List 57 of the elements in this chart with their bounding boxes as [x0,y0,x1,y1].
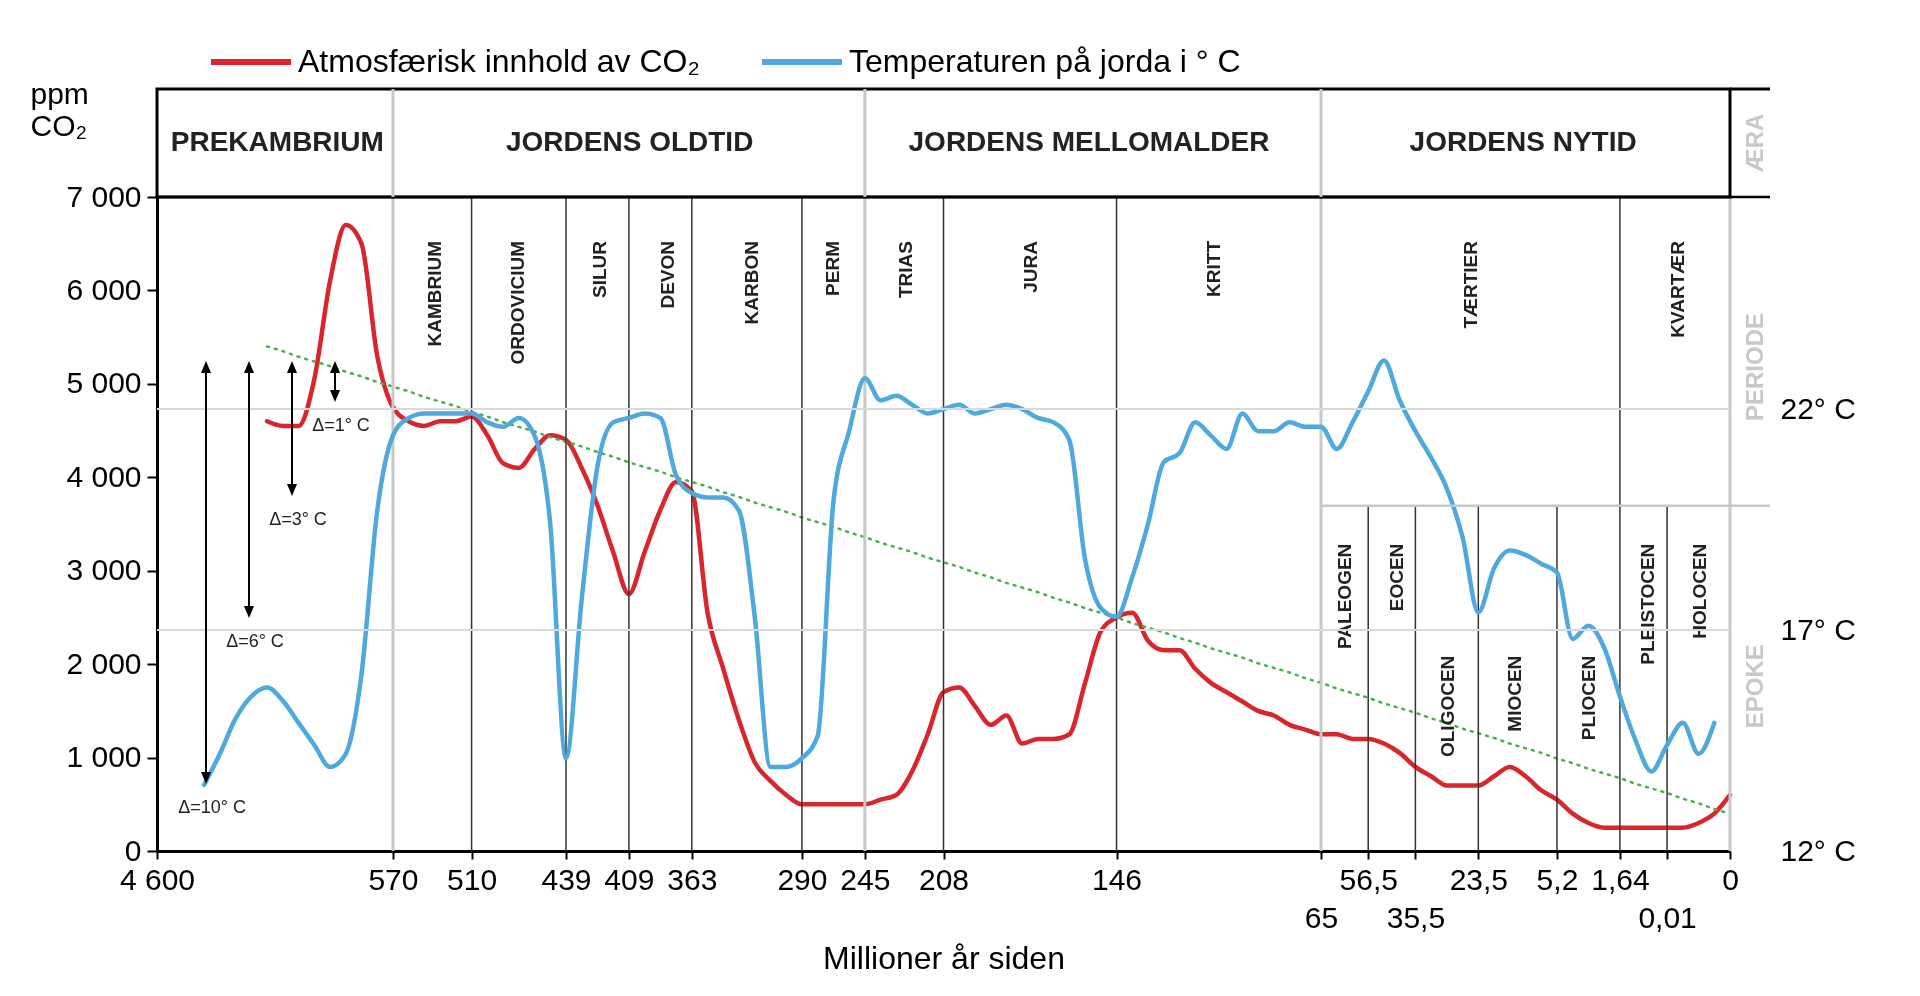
x-tick-label: 510 [447,862,498,896]
x-axis-title: Millioner år siden [823,939,1065,976]
x-tick-label: 65 [1304,900,1339,934]
annotation: KVARTÆR [1667,240,1689,338]
annotation: KAMBRIUM [424,241,446,347]
annotation: PLIOCEN [1578,655,1600,741]
annotation: PERM [821,241,843,296]
annotation: Δ=3° C [269,509,327,529]
x-tick-label: 35,5 [1386,900,1446,934]
x-tick-label: 570 [368,862,419,896]
annotation: HOLOCEN [1689,543,1711,639]
y-tick-label: 5 000 [66,366,142,400]
text: JORDENS MELLOMALDER [908,126,1270,157]
y2-tick-label: 17° C [1780,612,1856,646]
legend-label: Atmosfærisk innhold av CO₂ [298,43,700,79]
legend-label: Temperaturen på jorda i ° C [849,43,1241,79]
x-tick-label: 1,64 [1591,862,1650,896]
annotation: Δ=1° C [312,415,370,435]
annotation: PLEISTOCEN [1637,543,1659,665]
annotation: Δ=10° C [178,797,246,817]
annotation: SILUR [588,240,610,298]
y-tick-label: 7 000 [66,179,142,213]
x-tick-label: 5,2 [1536,862,1579,896]
annotation: Δ=6° C [226,631,284,651]
annotation: ORDOVICIUM [507,241,528,365]
x-tick-label: 245 [840,862,891,896]
x-tick-label: 409 [604,862,655,896]
annotation: TRIAS [894,241,916,298]
x-tick-label: 23,5 [1449,862,1509,896]
x-tick-label: 363 [667,862,718,896]
x-tick-label: 0,01 [1638,900,1697,934]
annotation: OLIGOCEN [1437,655,1459,758]
y-tick-label: 3 000 [66,553,142,587]
y-axis-title: ppm CO₂ [30,76,89,142]
x-tick-label: 208 [918,862,970,896]
annotation: TÆRTIER [1460,240,1482,329]
text: PREKAMBRIUM [170,126,384,157]
annotation: PALEOGEN [1334,543,1356,649]
annotation: JURA [1019,240,1041,293]
annotation: KARBON [740,241,762,325]
annotation: MIOCEN [1504,655,1526,732]
y2-tick-label: 22° C [1780,391,1856,425]
annotation: DEVON [657,241,679,309]
x-tick-label: 0 [1722,862,1739,896]
text: JORDENS NYTID [1409,126,1637,157]
x-tick-label: 439 [541,862,592,896]
y-tick-label: 6 000 [66,272,142,306]
x-tick-label: 290 [777,862,828,896]
annotation: EOCEN [1385,543,1407,612]
y-tick-label: 2 000 [66,646,142,680]
annotation: KRITT [1203,240,1225,297]
y2-tick-label: 12° C [1780,833,1856,867]
y-tick-label: 4 000 [66,459,142,493]
text: JORDENS OLDTID [506,126,754,157]
y-tick-label: 1 000 [66,740,142,774]
x-tick-label: 146 [1092,862,1143,896]
x-tick-label: 56,5 [1339,862,1398,896]
